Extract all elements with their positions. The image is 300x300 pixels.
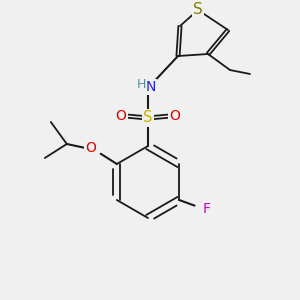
Text: N: N — [146, 80, 156, 94]
Text: O: O — [169, 109, 180, 123]
Text: F: F — [202, 202, 210, 216]
Text: H: H — [136, 77, 146, 91]
Text: O: O — [116, 109, 126, 123]
Text: S: S — [193, 2, 203, 17]
Text: S: S — [143, 110, 153, 125]
Text: O: O — [85, 141, 96, 155]
